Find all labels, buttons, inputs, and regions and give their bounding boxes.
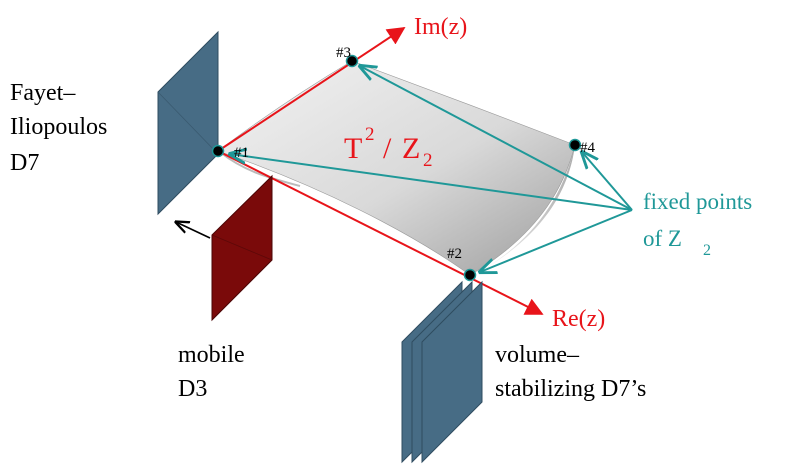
point-label-1: #1 — [234, 145, 249, 161]
mobile-label-line1: mobile — [178, 342, 245, 368]
fayet-label-line2: Iliopoulos — [10, 114, 107, 140]
mobile-d3-label: mobile D3 — [178, 342, 245, 402]
volume-label-line1: volume– — [495, 342, 580, 368]
torus-label-z: Z — [402, 132, 420, 165]
fayet-iliopoulos-d7-brane — [157, 30, 219, 216]
fayet-label-line1: Fayet– — [10, 80, 76, 106]
volume-stabilizing-label: volume– stabilizing D7’s — [495, 342, 646, 402]
torus-label-t: T — [344, 132, 362, 165]
re-axis-label: Re(z) — [552, 306, 605, 332]
torus-label-sub: 2 — [423, 150, 433, 171]
fixed-arrow-to-2 — [480, 209, 633, 272]
im-axis-label: Im(z) — [414, 14, 467, 40]
point-label-3: #3 — [336, 45, 351, 61]
fixed-label-line2: of Z — [643, 226, 682, 251]
volume-stabilizing-d7-stack — [401, 280, 483, 464]
point-label-2: #2 — [447, 246, 462, 262]
point-label-4: #4 — [580, 140, 596, 156]
fixed-label-line1: fixed points — [643, 189, 752, 214]
mobile-label-line2: D3 — [178, 376, 207, 402]
fixed-point-1 — [211, 144, 225, 158]
fixed-point-arrows — [230, 66, 633, 272]
fixed-point-3 — [345, 54, 359, 68]
fixed-arrow-to-1 — [230, 154, 633, 211]
d3-motion-arrow — [176, 222, 211, 239]
fixed-arrow-to-3 — [360, 66, 633, 211]
fixed-points — [211, 54, 582, 282]
fixed-point-2 — [463, 268, 477, 282]
torus-label: T 2 / Z 2 — [344, 124, 433, 171]
mobile-d3-brane — [211, 174, 273, 322]
fixed-label-sub: 2 — [703, 242, 711, 259]
volume-label-line2: stabilizing D7’s — [495, 376, 646, 402]
fixed-points-label: fixed points of Z 2 — [643, 189, 752, 259]
fayet-iliopoulos-label: Fayet– Iliopoulos D7 — [10, 80, 107, 176]
fixed-point-4 — [568, 138, 582, 152]
im-axis — [217, 27, 406, 152]
torus-label-sup: 2 — [365, 124, 375, 145]
torus-label-slash: / — [383, 132, 392, 165]
fayet-label-line3: D7 — [10, 150, 39, 176]
fixed-arrow-to-4 — [582, 152, 633, 211]
